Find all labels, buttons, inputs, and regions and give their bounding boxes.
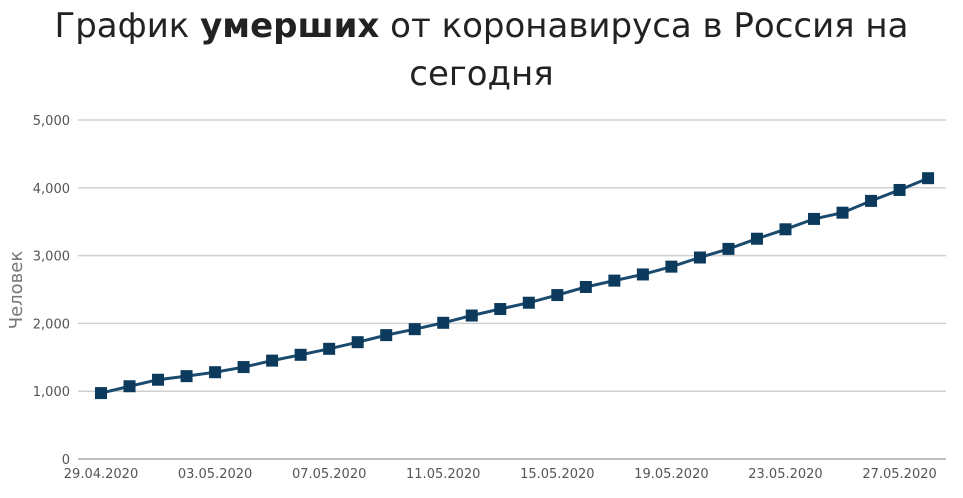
data-point [294, 348, 307, 361]
data-point [152, 373, 165, 386]
x-tick-label: 03.05.2020 [178, 467, 252, 482]
data-point [722, 242, 735, 255]
y-tick-label: 0 [62, 453, 70, 468]
x-tick-label: 11.05.2020 [406, 467, 480, 482]
data-point [380, 329, 393, 342]
data-point [123, 380, 136, 393]
data-point [865, 194, 878, 207]
data-point [579, 280, 592, 293]
data-point [893, 183, 906, 196]
data-point [551, 289, 564, 302]
data-point [494, 303, 507, 316]
data-point [180, 370, 193, 383]
x-tick-label: 27.05.2020 [862, 467, 936, 482]
data-point [437, 316, 450, 329]
title-rest: от коронавируса в Россия на [379, 6, 909, 46]
data-point [836, 206, 849, 219]
data-point [95, 387, 107, 400]
data-point [608, 274, 621, 287]
data-point [922, 172, 935, 185]
page-title: График умерших от коронавируса в Россия … [0, 2, 963, 98]
data-point [779, 223, 792, 236]
x-tick-label: 23.05.2020 [748, 467, 822, 482]
y-tick-label: 4,000 [33, 182, 70, 197]
data-point [750, 232, 763, 245]
data-point [636, 268, 649, 281]
title-bold: умерших [200, 6, 380, 46]
y-tick-label: 2,000 [33, 317, 70, 332]
data-point [522, 296, 535, 309]
y-tick-label: 1,000 [33, 385, 70, 400]
data-point [266, 354, 279, 367]
data-point [237, 361, 250, 374]
x-tick-label: 07.05.2020 [292, 467, 366, 482]
data-point [693, 251, 706, 264]
data-point [408, 323, 421, 336]
series-line [100, 176, 929, 395]
data-point [209, 366, 222, 379]
data-point [465, 309, 478, 322]
data-point [808, 212, 820, 225]
y-axis-label: Человек [6, 251, 27, 330]
data-point [351, 336, 364, 349]
data-point [665, 260, 678, 273]
x-tick-label: 15.05.2020 [520, 467, 594, 482]
x-tick-label: 29.04.2020 [64, 467, 138, 482]
data-point [323, 342, 336, 355]
x-tick-label: 19.05.2020 [634, 467, 708, 482]
y-tick-label: 5,000 [33, 114, 70, 129]
title-prefix: График [54, 6, 201, 46]
title-line2: сегодня [409, 54, 554, 94]
y-tick-label: 3,000 [33, 250, 70, 265]
